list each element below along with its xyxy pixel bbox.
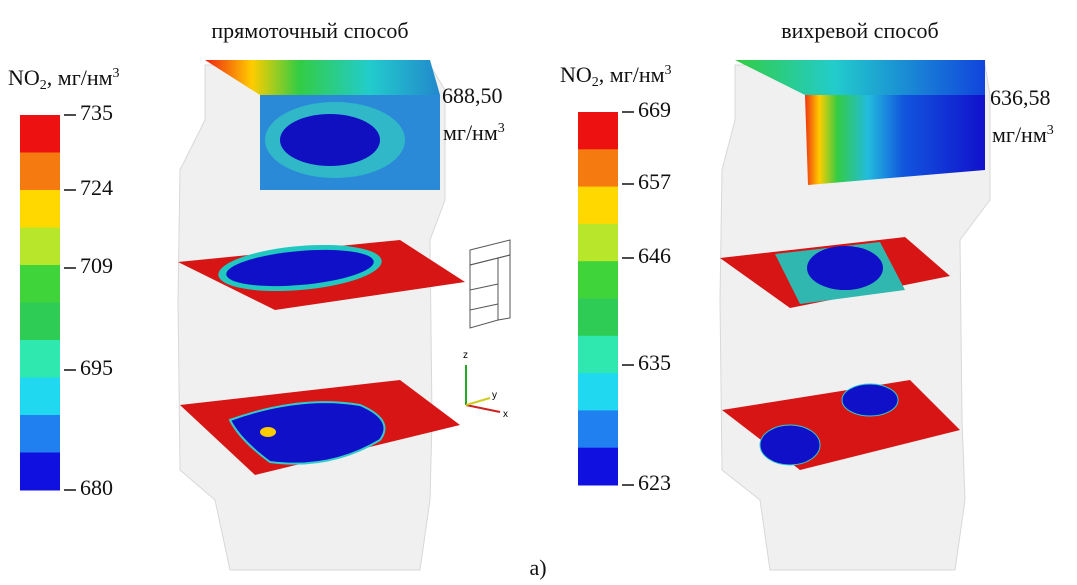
- panel-title: прямоточный способ: [211, 18, 408, 43]
- colorbar-band: [578, 112, 618, 150]
- tick-label: 635: [638, 350, 671, 375]
- colorbar-band: [20, 227, 60, 266]
- contour: [228, 401, 386, 465]
- contour: [807, 246, 883, 290]
- colorbar-band: [578, 298, 618, 337]
- colorbar-band: [578, 335, 618, 374]
- legend-title: NO2, мг/нм3: [560, 62, 672, 90]
- colorbar-band: [578, 373, 618, 411]
- value-label: 636,58: [990, 85, 1051, 110]
- colorbar-band: [20, 377, 60, 416]
- front-face: [805, 95, 985, 185]
- colorbar-band: [20, 115, 60, 153]
- colorbar-band: [20, 190, 60, 228]
- tick-label: 680: [80, 475, 113, 500]
- value-unit: мг/нм3: [992, 122, 1054, 147]
- contour: [226, 249, 374, 287]
- colorbar-band: [578, 149, 618, 188]
- tick-label: 646: [638, 243, 671, 268]
- legend-sub: 2: [40, 78, 47, 93]
- tick-label: 657: [638, 169, 671, 194]
- colorbar-band: [20, 340, 60, 378]
- legend-unit: , мг/нм: [599, 62, 665, 87]
- colorbar-band: [20, 152, 60, 191]
- top-face: [205, 60, 440, 95]
- furnace-icon: [469, 239, 511, 329]
- colorbar-band: [20, 302, 60, 341]
- colorbar-band: [578, 223, 618, 262]
- value-sup: 3: [498, 121, 505, 136]
- colorbar-band: [20, 452, 60, 491]
- colorbar-band: [578, 261, 618, 299]
- axis-label: y: [492, 390, 497, 401]
- legend-label: NO: [8, 65, 40, 90]
- value-unit-text: мг/нм: [443, 120, 498, 145]
- axes-icon: z y x: [463, 350, 508, 420]
- caption: а): [529, 555, 546, 580]
- contour: [260, 427, 276, 437]
- contour: [759, 424, 821, 466]
- value-unit: мг/нм3: [443, 120, 505, 145]
- legend-sup: 3: [113, 66, 120, 81]
- tick-label: 735: [80, 100, 113, 125]
- tick-label: 623: [638, 470, 671, 495]
- tick-label: 709: [80, 253, 113, 278]
- tick-label: 695: [80, 355, 113, 380]
- tick-label: 724: [80, 175, 113, 200]
- furnace-right: [719, 60, 991, 571]
- colorbar-band: [578, 447, 618, 486]
- axis-label: x: [503, 409, 508, 420]
- colorbar-band: [578, 410, 618, 449]
- axis-label: z: [463, 350, 468, 361]
- contour: [280, 114, 380, 166]
- top-face: [735, 60, 985, 95]
- legend-sub: 2: [592, 75, 599, 90]
- contour: [841, 383, 899, 417]
- tick-label: 669: [638, 97, 671, 122]
- legend-label: NO: [560, 62, 592, 87]
- colorbar-band: [20, 415, 60, 453]
- furnace-left: [177, 60, 465, 571]
- value-unit-text: мг/нм: [992, 122, 1047, 147]
- value-label: 688,50: [442, 83, 503, 108]
- legend-title: NO2, мг/нм3: [8, 65, 120, 93]
- colorbar-band: [578, 186, 618, 225]
- legend-sup: 3: [665, 63, 672, 78]
- colorbar-band: [20, 265, 60, 303]
- legend-unit: , мг/нм: [47, 65, 113, 90]
- value-sup: 3: [1047, 123, 1054, 138]
- panel-title: вихревой способ: [781, 18, 938, 43]
